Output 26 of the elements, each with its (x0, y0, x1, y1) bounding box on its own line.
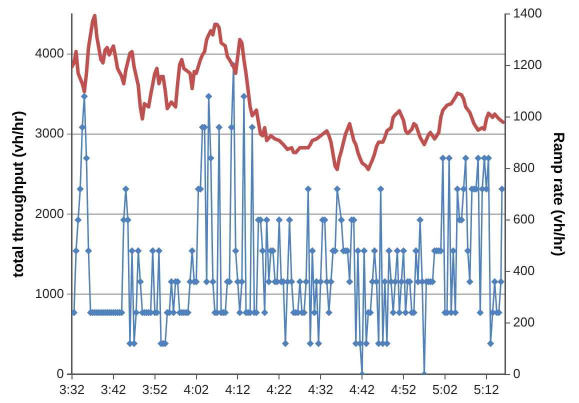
y-tick-label: 0 (56, 366, 64, 381)
x-tick-label: 4:52 (390, 382, 416, 397)
x-tick-label: 3:52 (142, 382, 168, 397)
y-tick-label: 4000 (35, 46, 64, 61)
x-tick-label: 4:02 (184, 382, 209, 397)
y-axis-title: total throughput (vh/hr) (10, 110, 28, 278)
y-tick-label: 3000 (35, 126, 64, 141)
y2-tick-label: 800 (513, 160, 535, 176)
y2-tick-label: 400 (513, 263, 535, 278)
x-tick-label: 4:32 (308, 382, 334, 397)
x-tick-label: 4:12 (225, 382, 250, 397)
y2-tick-label: 600 (513, 212, 535, 227)
x-tick-label: 3:32 (59, 382, 85, 397)
y2-tick-label: 0 (513, 366, 520, 381)
x-tick-label: 4:42 (349, 382, 375, 397)
y-tick-label: 1000 (35, 286, 64, 301)
y2-axis-title: Ramp rate (vh/hr) (550, 132, 567, 256)
x-tick-label: 4:22 (266, 382, 292, 397)
y-tick-label: 2000 (35, 206, 64, 221)
y2-tick-label: 200 (513, 314, 535, 330)
y2-tick-label: 1000 (513, 108, 542, 124)
y2-tick-label: 1400 (513, 6, 542, 21)
x-tick-label: 5:12 (474, 382, 500, 397)
y2-tick-label: 1200 (513, 57, 542, 72)
x-tick-label: 5:02 (432, 382, 458, 397)
x-tick-label: 3:42 (100, 382, 126, 397)
